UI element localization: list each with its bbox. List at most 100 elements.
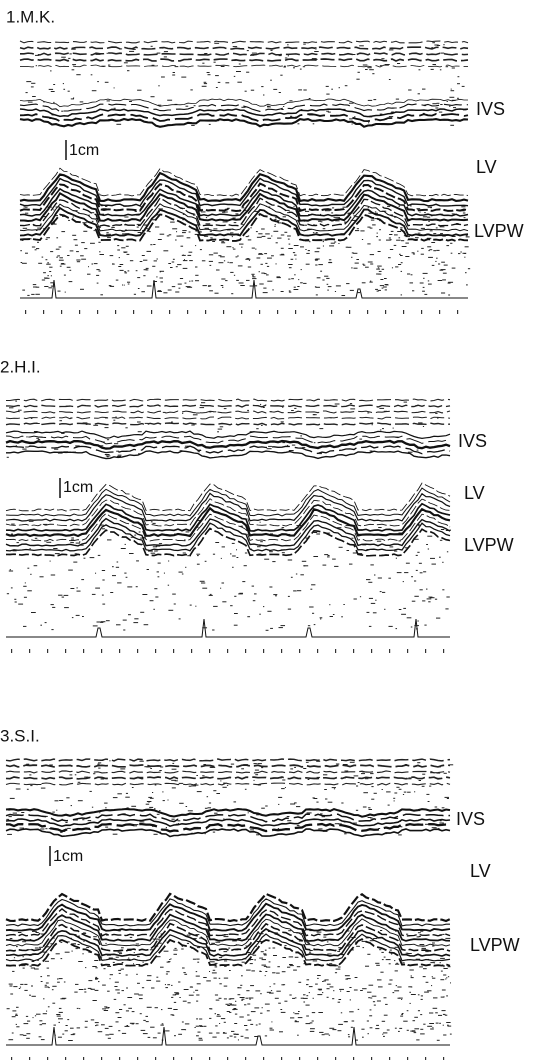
speckle (174, 780, 178, 782)
speckle (287, 444, 289, 446)
speckle (273, 230, 279, 232)
speckle (93, 230, 95, 232)
speckle (441, 1010, 446, 1012)
speckle (189, 280, 191, 282)
speckle (294, 254, 297, 256)
speckle (369, 1009, 372, 1011)
speckle (378, 289, 381, 291)
speckle (147, 801, 151, 803)
speckle (203, 83, 208, 85)
speckle (184, 282, 187, 284)
speckle (275, 242, 278, 244)
speckle (22, 941, 26, 943)
speckle (410, 1030, 413, 1032)
speckle (407, 273, 411, 275)
time-marker (47, 649, 49, 653)
speckle (246, 952, 251, 953)
speckle (15, 1013, 18, 1015)
speckle (439, 962, 441, 964)
speckle (254, 210, 259, 212)
speckle (215, 542, 220, 543)
speckle (31, 985, 33, 987)
speckle (214, 1013, 217, 1015)
speckle (62, 83, 65, 85)
speckle (198, 1039, 203, 1041)
speckle (410, 975, 412, 977)
time-marker (443, 649, 445, 653)
speckle (368, 122, 370, 124)
speckle (36, 437, 40, 439)
speckle (356, 228, 359, 230)
echo-trace (5, 776, 451, 780)
speckle (105, 826, 109, 828)
speckle (319, 1031, 324, 1033)
speckle (75, 983, 79, 985)
speckle (381, 268, 385, 270)
speckle (284, 1000, 288, 1002)
speckle (261, 86, 264, 88)
speckle (126, 958, 131, 960)
speckle (276, 972, 280, 974)
speckle (443, 966, 445, 968)
speckle (226, 1037, 229, 1039)
speckle (384, 278, 387, 279)
time-marker (187, 310, 189, 314)
speckle (99, 812, 101, 814)
speckle (346, 978, 351, 980)
speckle (18, 988, 21, 989)
speckle (114, 986, 118, 987)
speckle (164, 984, 166, 986)
speckle (112, 263, 114, 265)
speckle (159, 277, 163, 279)
speckle (78, 989, 84, 990)
speckle (367, 243, 371, 245)
speckle (245, 236, 249, 238)
speckle (24, 989, 28, 991)
speckle (368, 597, 374, 599)
speckle (270, 990, 273, 992)
speckle (12, 1010, 17, 1012)
speckle (313, 442, 316, 444)
speckle (231, 236, 233, 238)
speckle (93, 263, 98, 265)
speckle (431, 264, 435, 266)
speckle (90, 988, 95, 990)
speckle (394, 946, 400, 948)
speckle (332, 558, 336, 560)
speckle (129, 101, 132, 102)
speckle (91, 212, 95, 214)
speckle (411, 1030, 416, 1032)
speckle (135, 964, 141, 965)
speckle (150, 96, 155, 98)
speckle (36, 248, 40, 250)
speckle (68, 57, 71, 59)
speckle (395, 98, 400, 100)
speckle (457, 97, 459, 99)
speckle (422, 976, 426, 978)
speckle (97, 1031, 103, 1033)
speckle (31, 612, 36, 613)
speckle (391, 111, 394, 113)
speckle (122, 284, 124, 286)
speckle (260, 403, 262, 405)
speckle (53, 101, 55, 103)
speckle (16, 1006, 19, 1008)
speckle (184, 445, 189, 447)
speckle (50, 282, 55, 284)
speckle (61, 596, 65, 598)
speckle (365, 937, 369, 939)
speckle (158, 85, 160, 87)
speckle (264, 1003, 270, 1005)
speckle (261, 964, 266, 966)
speckle (105, 1007, 110, 1009)
speckle (359, 438, 363, 440)
speckle (133, 293, 137, 295)
speckle (175, 291, 180, 293)
speckle (32, 96, 36, 97)
speckle (82, 953, 84, 955)
speckle (163, 56, 167, 58)
speckle (445, 978, 447, 980)
speckle (332, 207, 335, 209)
speckle (440, 957, 445, 959)
speckle (397, 986, 402, 988)
